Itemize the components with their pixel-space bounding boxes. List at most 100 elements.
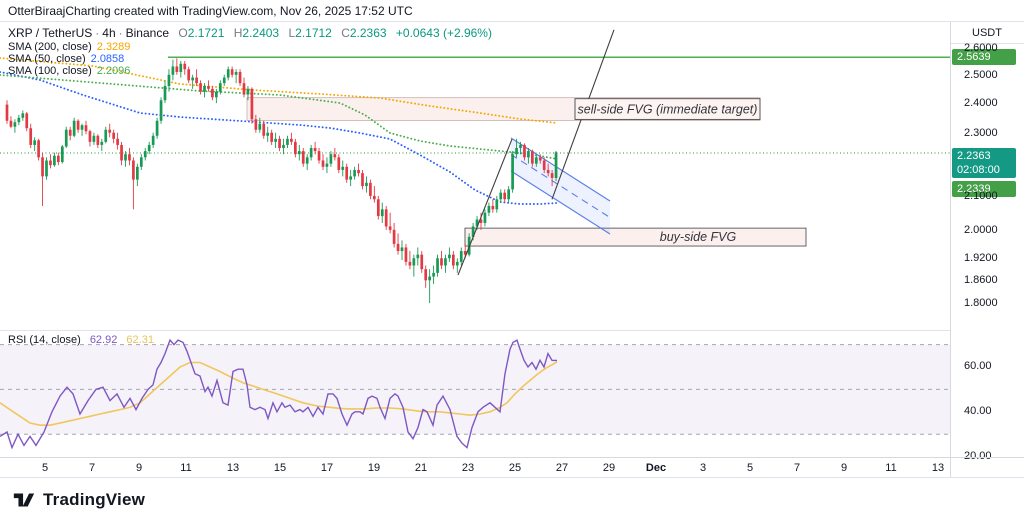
time-tick: 29 (602, 462, 616, 474)
low-key: L (288, 26, 296, 40)
candle-body (297, 151, 301, 155)
candle-body (487, 205, 491, 213)
sell-fvg-label-box[interactable] (574, 98, 761, 120)
candle-body (531, 151, 534, 164)
candle-body (412, 258, 416, 266)
symbol-legend-row[interactable]: XRP / TetherUS · 4h · Binance O2.1721 H2.240… (8, 26, 492, 40)
trendline-1[interactable] (457, 138, 513, 276)
channel-mid-line[interactable] (510, 154, 611, 218)
candle-body (436, 258, 439, 273)
time-tick: 11 (180, 462, 192, 474)
sma50-label[interactable]: SMA (50, close) (8, 53, 86, 65)
candle-body (191, 77, 194, 81)
rsi-chart-canvas[interactable] (0, 331, 950, 457)
candle-body (53, 155, 56, 166)
sma200-label[interactable]: SMA (200, close) (8, 41, 92, 53)
candle-body (112, 132, 115, 139)
time-axis[interactable]: 5 7 9 11 13 15 17 19 21 23 25 27 29 Dec 3 5 7 9 11 13 (0, 457, 1024, 478)
candle-body (250, 88, 254, 120)
candle-body (523, 144, 526, 158)
price-tick: 2.4000 (964, 97, 998, 110)
exchange-label: Binance (125, 26, 169, 40)
time-tick: 15 (273, 462, 287, 474)
candle-body (459, 251, 463, 262)
tradingview-logo[interactable]: TradingView (12, 490, 145, 510)
candle-body (333, 154, 337, 158)
attribution-text: OtterBiraajCharting created with Trading… (8, 4, 413, 18)
time-tick: Dec (645, 462, 667, 474)
rsi-line[interactable] (0, 338, 558, 450)
candle-body (294, 141, 297, 155)
rsi-legend-row[interactable]: RSI (14, close) 62.92 62.31 (8, 334, 154, 346)
candle-body (187, 69, 191, 81)
candle-body (542, 160, 546, 170)
bar-countdown-text: 02:08:00 (957, 164, 1000, 177)
candle-body (13, 122, 17, 127)
candle-body (534, 157, 538, 164)
price-pane[interactable]: buy-side FVG sell-side FVG (immediate tar… (0, 22, 950, 330)
candle-body (132, 160, 135, 180)
sma100-legend-row[interactable]: SMA (100, close) 2.2096 (8, 65, 492, 77)
candle-body (329, 154, 333, 164)
last-price-label: 2.2363 02:08:00 (952, 148, 1016, 179)
candle-body (195, 77, 198, 84)
candle-body (341, 166, 345, 170)
candle-body (60, 146, 64, 163)
sma50-legend-row[interactable]: SMA (50, close) 2.0858 (8, 53, 492, 65)
candle-body (242, 83, 246, 95)
sma100-label[interactable]: SMA (100, close) (8, 65, 92, 77)
candle-body (88, 131, 92, 142)
candle-body (116, 138, 119, 145)
sma200-line[interactable] (0, 57, 558, 124)
sma50-value: 2.0858 (90, 53, 125, 65)
time-tick: 5 (41, 462, 49, 474)
rsi-label[interactable]: RSI (14, close) (8, 334, 81, 346)
candle-body (234, 72, 238, 75)
candle-body (5, 104, 9, 121)
sma200-legend-row[interactable]: SMA (200, close) 2.3289 (8, 41, 492, 53)
rsi-pane[interactable]: RSI (14, close) 62.92 62.31 (0, 330, 950, 458)
rsi-tick: 40.00 (964, 404, 992, 417)
price-tick: 2.1000 (964, 189, 998, 202)
candle-body (80, 125, 84, 130)
candle-body (92, 135, 96, 142)
candle-body (499, 192, 503, 200)
interval-label[interactable]: 4h (102, 26, 116, 40)
candle-body (424, 269, 428, 281)
rsi-ma-line[interactable] (0, 361, 558, 426)
channel-upper-line[interactable] (510, 137, 611, 202)
legend: XRP / TetherUS · 4h · Binance O2.1721 H2.240… (8, 26, 492, 77)
change-value: +0.0643 (+2.96%) (395, 26, 492, 40)
rsi-axis[interactable]: 60.00 40.00 20.00 (950, 330, 1024, 462)
candle-body (455, 261, 459, 266)
currency-label[interactable]: USDT (950, 22, 1024, 44)
symbol-title[interactable]: XRP / TetherUS (8, 26, 93, 40)
buy-fvg-zone[interactable] (464, 227, 807, 247)
high-value: 2.2403 (242, 26, 280, 40)
time-tick: 27 (555, 462, 569, 474)
candle-body (175, 66, 179, 73)
candle-body (218, 83, 222, 92)
time-tick: 13 (931, 462, 945, 474)
candle-body (554, 152, 558, 178)
candle-body (503, 192, 507, 200)
tradingview-logo-text: TradingView (43, 490, 146, 509)
candle-body (49, 160, 52, 166)
price-axis[interactable]: USDT 2.5639 2.2363 02:08:00 2.2339 2.600… (950, 22, 1024, 330)
candle-body (373, 195, 376, 200)
candle-body (270, 132, 273, 142)
candle-body (475, 219, 479, 227)
channel-lower-line[interactable] (510, 170, 611, 235)
candle-body (353, 169, 356, 177)
candle-body (511, 154, 514, 190)
candle-body (199, 83, 202, 92)
candle-body (440, 258, 443, 266)
legend-separator: · (95, 26, 100, 40)
candle-body (29, 128, 33, 145)
candle-body (325, 163, 329, 167)
candle-body (96, 135, 100, 145)
close-key: C (341, 26, 350, 40)
sma50-line[interactable] (0, 71, 558, 205)
price-chart-canvas[interactable]: buy-side FVG sell-side FVG (immediate tar… (0, 22, 950, 330)
